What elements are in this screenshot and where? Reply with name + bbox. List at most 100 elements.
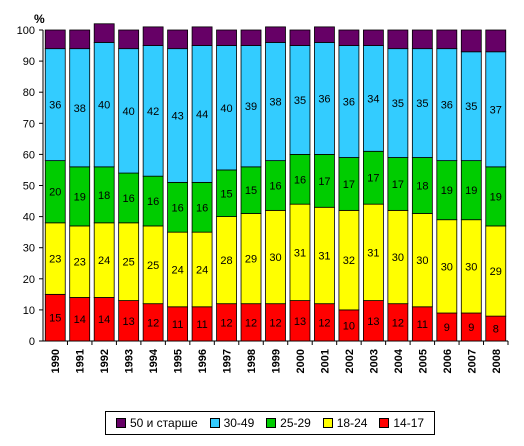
data-label: 44	[196, 109, 208, 121]
data-label: 13	[123, 316, 135, 328]
x-tick-label: 1991	[75, 349, 87, 373]
data-label: 20	[49, 187, 61, 199]
data-label: 31	[367, 247, 379, 259]
x-tick-label: 2006	[442, 349, 454, 373]
x-tick-label: 2000	[295, 349, 307, 373]
bar-segment	[338, 29, 360, 46]
data-label: 31	[318, 250, 330, 262]
y-tick-label: 70	[23, 118, 35, 130]
legend-label: 25-29	[280, 416, 311, 430]
data-label: 24	[171, 264, 183, 276]
legend-label: 14-17	[393, 416, 425, 430]
bar-segment	[142, 26, 164, 46]
bar-segment	[314, 26, 335, 43]
legend-label: 30-49	[223, 416, 255, 430]
bar-segment	[93, 23, 115, 43]
data-label: 35	[416, 98, 428, 110]
y-tick-label: 60	[23, 149, 35, 161]
x-tick-label: 1995	[173, 349, 185, 373]
data-label: 11	[417, 319, 428, 331]
data-label: 19	[441, 185, 453, 197]
y-tick-label: 40	[23, 212, 35, 224]
legend-swatch	[266, 418, 277, 428]
legend-item: 18-24	[322, 416, 367, 430]
data-label: 35	[294, 95, 306, 107]
data-label: 35	[392, 98, 404, 110]
bar-segment	[411, 29, 433, 50]
bar-segment	[362, 29, 384, 46]
data-label: 29	[245, 254, 257, 266]
bar-segment	[485, 29, 507, 53]
data-label: 15	[49, 313, 61, 325]
x-tick-label: 1997	[222, 349, 234, 373]
data-label: 35	[465, 101, 477, 113]
bar-segment	[387, 29, 409, 50]
data-label: 40	[98, 100, 110, 112]
data-label: 16	[269, 181, 281, 193]
data-label: 17	[318, 176, 330, 188]
x-tick-label: 2001	[319, 349, 331, 373]
data-label: 17	[367, 173, 379, 185]
x-tick-label: 2004	[393, 348, 405, 373]
legend-item: 30-49	[209, 416, 255, 430]
data-label: 39	[245, 101, 257, 113]
data-label: 36	[441, 100, 453, 112]
x-tick-label: 1993	[124, 349, 136, 373]
bar-segment	[240, 29, 262, 46]
x-tick-label: 1999	[271, 349, 283, 373]
legend-swatch	[379, 418, 390, 428]
y-tick-label: 80	[23, 87, 35, 99]
data-label: 16	[147, 196, 159, 208]
bar-segment	[44, 29, 66, 50]
data-label: 36	[49, 100, 61, 112]
bar-segment	[265, 26, 286, 43]
data-label: 12	[220, 317, 232, 329]
x-tick-label: 1990	[50, 349, 62, 373]
y-axis-unit-label: %	[34, 12, 45, 26]
data-label: 8	[493, 324, 499, 336]
data-label: 30	[416, 255, 428, 267]
data-label: 28	[220, 255, 232, 267]
data-label: 23	[49, 254, 61, 266]
data-label: 14	[74, 314, 86, 326]
y-tick-label: 0	[29, 336, 35, 348]
x-tick-label: 2007	[466, 349, 478, 373]
bar-segment	[216, 29, 237, 46]
bar-segment	[69, 29, 91, 50]
data-label: 24	[98, 255, 110, 267]
x-tick-label: 1996	[197, 349, 209, 373]
data-label: 14	[98, 314, 110, 326]
data-label: 12	[392, 317, 404, 329]
data-label: 31	[294, 247, 306, 259]
data-label: 38	[74, 103, 86, 115]
y-tick-label: 90	[23, 56, 35, 68]
bars	[44, 23, 507, 342]
y-tick-label: 30	[23, 243, 35, 255]
x-tick-label: 2008	[491, 349, 503, 373]
legend-item: 14-17	[379, 416, 424, 430]
data-label: 36	[318, 93, 330, 105]
data-label: 16	[196, 202, 208, 214]
y-tick-label: 50	[23, 181, 35, 193]
data-label: 29	[490, 266, 502, 278]
data-label: 30	[392, 252, 404, 264]
data-label: 13	[294, 316, 306, 328]
data-label: 10	[343, 320, 355, 332]
data-label: 17	[343, 179, 355, 191]
data-label: 15	[220, 188, 232, 200]
legend: 50 и старше 30-49 25-29 18-24 14-17	[105, 411, 435, 435]
data-label: 17	[392, 179, 404, 191]
data-label: 16	[294, 174, 306, 186]
bar-segment	[436, 29, 458, 50]
data-label: 19	[465, 185, 477, 197]
data-label: 19	[490, 191, 502, 203]
bar-segment	[118, 29, 140, 50]
data-label: 18	[98, 190, 110, 202]
data-label: 9	[468, 322, 474, 334]
data-label: 24	[196, 264, 208, 276]
legend-item: 50 и старше	[115, 416, 198, 430]
y-tick-label: 10	[23, 305, 35, 317]
y-tick-label: 100	[17, 25, 35, 37]
data-label: 36	[343, 97, 355, 109]
